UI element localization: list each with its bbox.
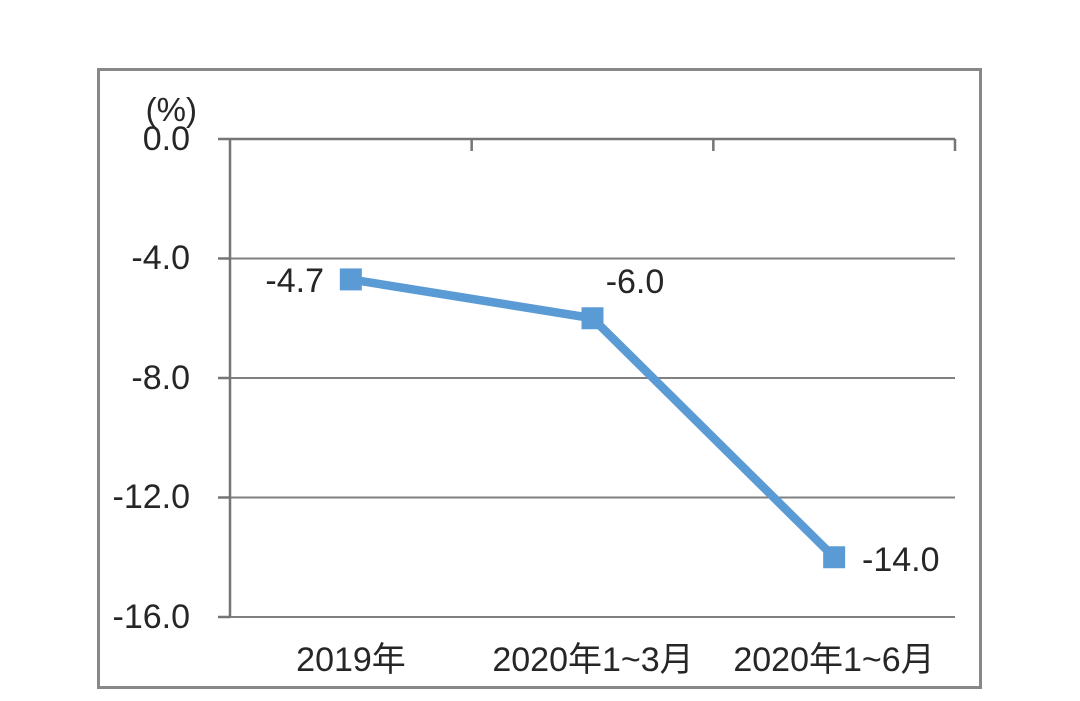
data-point-marker	[339, 268, 362, 291]
y-tick-label: -12.0	[112, 478, 191, 516]
x-category-label: 2019年	[296, 641, 406, 679]
line-chart-canvas	[218, 137, 957, 619]
x-category-label: 2020年1~3月	[492, 641, 694, 679]
x-category-label: 2020年1~6月	[733, 641, 935, 679]
y-axis-unit-label: (%)	[145, 91, 197, 128]
data-point-label: -4.7	[265, 262, 324, 300]
y-tick-label: -4.0	[131, 239, 190, 277]
chart-frame: (%) 0.0 -4.0 -8.0 -12.0 -16.0 2019年 2020…	[97, 68, 982, 689]
y-tick-label: 0.0	[142, 120, 190, 158]
data-point-label: -14.0	[862, 541, 940, 579]
data-point-marker	[581, 307, 604, 330]
data-point-marker	[823, 546, 846, 569]
data-point-label: -6.0	[605, 263, 665, 301]
y-tick-label: -16.0	[112, 598, 191, 636]
y-tick-label: -8.0	[131, 359, 190, 397]
